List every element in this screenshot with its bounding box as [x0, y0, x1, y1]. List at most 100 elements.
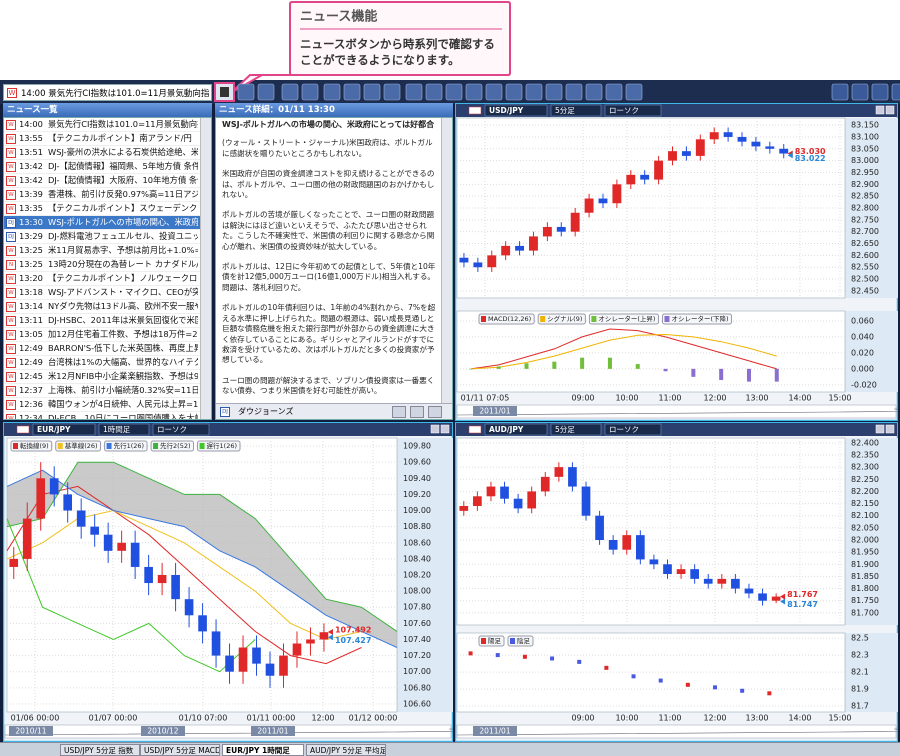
tab[interactable]: USD/JPY 5分足 MACD [140, 744, 220, 756]
news-row[interactable]: W 13:55 【テクニカルポイント】南アランド/円 [4, 132, 200, 146]
candle-body [598, 198, 608, 204]
toolbar-button[interactable] [323, 83, 341, 101]
news-row[interactable]: W 14:00 景気先行CI指数は101.0=11月景気動向指数 [4, 118, 200, 132]
toolbar-button[interactable] [605, 83, 623, 101]
candle-body [744, 588, 754, 594]
toolbar-button[interactable] [281, 83, 299, 101]
toolbar-button[interactable] [585, 83, 603, 101]
news-row[interactable]: W12:49 台湾株は1%の大幅高、世界的なハイテク株の復活 [4, 356, 200, 370]
window-button[interactable] [440, 424, 450, 434]
legend-item[interactable]: オシレーター(下降) [661, 313, 733, 325]
news-headline: BARRON'S-低下した米英国株、再度上昇に向かう [48, 343, 198, 353]
toolbar-button[interactable] [545, 83, 563, 101]
candle-body [184, 599, 194, 616]
news-row[interactable]: W13:39 香港株、前引け反発0.97%高=11日アジア株式 [4, 188, 200, 202]
news-row[interactable]: W13:20 【テクニカルポイント】ノルウェークローネ/円 [4, 272, 200, 286]
toolbar-button[interactable] [851, 83, 869, 101]
legend-item[interactable]: MACD(12,26) [478, 313, 535, 325]
footer-button[interactable] [392, 406, 406, 418]
timeframe-box[interactable] [550, 104, 602, 117]
toolbar-button[interactable] [405, 83, 423, 101]
toolbar-button[interactable] [625, 83, 643, 101]
timeframe-box[interactable] [550, 423, 602, 436]
legend-item[interactable]: 陽足 [478, 635, 505, 647]
x-tick-label: 09:00 [571, 714, 594, 723]
detail-paragraph: (ウォール・ストリート・ジャーナル)米国政府は、ポルトガルに感謝状を贈りたいとこ… [222, 138, 433, 158]
news-row[interactable]: W13:42 DJ-【起債情報】大阪府、10年地方債 条件決定 [4, 174, 200, 188]
period-strip [456, 404, 897, 419]
news-row[interactable]: W13:51 WSJ-豪州の洪水による石炭供給途絶、米石炭会社に [4, 146, 200, 160]
style-box[interactable] [604, 423, 662, 436]
news-row[interactable]: W13:11 DJ-HSBC、2011年は米景気回復化で米国債相 [4, 314, 200, 328]
news-time: 13:51 [19, 147, 43, 157]
news-row[interactable]: W12:37 上海株、前引け小幅続落0.32%安=11日アジア株式 [4, 384, 200, 398]
toolbar-button[interactable] [343, 83, 361, 101]
toolbar-button[interactable] [891, 83, 900, 101]
toolbar-button[interactable] [301, 83, 319, 101]
footer-button[interactable] [428, 406, 442, 418]
window-button[interactable] [875, 105, 885, 115]
toolbar-button[interactable] [237, 83, 255, 101]
x-tick-label: 12:00 [311, 714, 334, 723]
toolbar-button[interactable] [871, 83, 889, 101]
source-icon: W [6, 162, 16, 172]
toolbar-button[interactable] [465, 83, 483, 101]
news-row[interactable]: W13:25 米11月貿易赤字、予想は前月比+1.0%=24:00 [4, 244, 200, 258]
toolbar-button[interactable] [485, 83, 503, 101]
news-row[interactable]: W13:05 加12月住宅着工件数、予想は18万件=22:15予定 [4, 328, 200, 342]
legend-label: シグナル(9) [547, 314, 582, 323]
legend-item[interactable]: シグナル(9) [537, 313, 586, 325]
source-icon: W [6, 414, 16, 419]
symbol-box[interactable] [484, 104, 548, 117]
tab[interactable]: EUR/JPY 1時間足 [222, 744, 304, 756]
news-row[interactable]: W13:35 【テクニカルポイント】スウェーデンクローナ/円 [4, 202, 200, 216]
window-button[interactable] [885, 424, 895, 434]
candle-body [279, 655, 288, 676]
symbol-box[interactable] [32, 423, 96, 436]
window-button[interactable] [875, 424, 885, 434]
legend-item[interactable]: 先行1(26) [104, 440, 148, 452]
footer-button[interactable] [410, 406, 424, 418]
toolbar-button[interactable] [383, 83, 401, 101]
price-marker [780, 598, 786, 605]
window-button[interactable] [885, 105, 895, 115]
legend-item[interactable]: 陰足 [507, 635, 534, 647]
news-row[interactable]: W12:49 BARRON'S-低下した米英国株、再度上昇に向かう [4, 342, 200, 356]
window-button[interactable] [430, 424, 440, 434]
legend-item[interactable]: オシレーター(上昇) [588, 313, 659, 325]
news-row[interactable]: N13:25 13時20分現在の為替レート カナダドル/円:83.58 [4, 258, 200, 272]
tab[interactable]: USD/JPY 5分足 指数 [60, 744, 140, 756]
toolbar-button[interactable] [831, 83, 849, 101]
legend-item[interactable]: 先行2(52) [150, 440, 195, 452]
y-tick-label: 82.800 [851, 204, 879, 213]
news-row[interactable]: W13:14 NYダウ先物は13ドル高、欧州不安一服やアルコア [4, 300, 200, 314]
symbol-box[interactable] [484, 423, 548, 436]
toolbar-button[interactable] [505, 83, 523, 101]
style-box[interactable] [152, 423, 210, 436]
period-label: 2011/01 [257, 727, 288, 736]
candle-body [144, 566, 153, 584]
oscillator-bar [580, 357, 585, 369]
legend-item[interactable]: 転換線(9) [10, 440, 53, 452]
toolbar-button[interactable] [525, 83, 543, 101]
news-list-header: ニュース一覧 [3, 103, 212, 117]
timeframe-box[interactable] [98, 423, 150, 436]
toolbar-button[interactable] [363, 83, 381, 101]
news-row[interactable]: W13:42 DJ-【起債情報】福岡県、5年地方債 条件決定 [4, 160, 200, 174]
tab[interactable]: AUD/JPY 5分足 平均足 [306, 744, 386, 756]
toolbar-button[interactable] [257, 83, 275, 101]
toolbar-button[interactable] [445, 83, 463, 101]
toolbar-button[interactable] [425, 83, 443, 101]
news-row[interactable]: W12:36 韓国ウォンが4日続伸、人民元は上昇=11日アジア通貨 [4, 398, 200, 412]
style-box[interactable] [604, 104, 662, 117]
news-row[interactable]: W12:45 米12月NFIB中小企業楽観指数、予想は94.5=21 [4, 370, 200, 384]
toolbar-button[interactable] [565, 83, 583, 101]
news-row[interactable]: W13:18 WSJ-アドバンスト・マイクロ、CEOが突然辞任 [4, 286, 200, 300]
legend-item[interactable]: 基準線(26) [55, 440, 102, 452]
price-marker [327, 634, 333, 641]
legend-item[interactable]: 遅行1(26) [197, 440, 241, 452]
period-strip [4, 724, 452, 739]
news-row[interactable]: W12:34 DJ-ECB、10日にユーロ圏国債購入を大幅に拡大 [4, 412, 200, 419]
